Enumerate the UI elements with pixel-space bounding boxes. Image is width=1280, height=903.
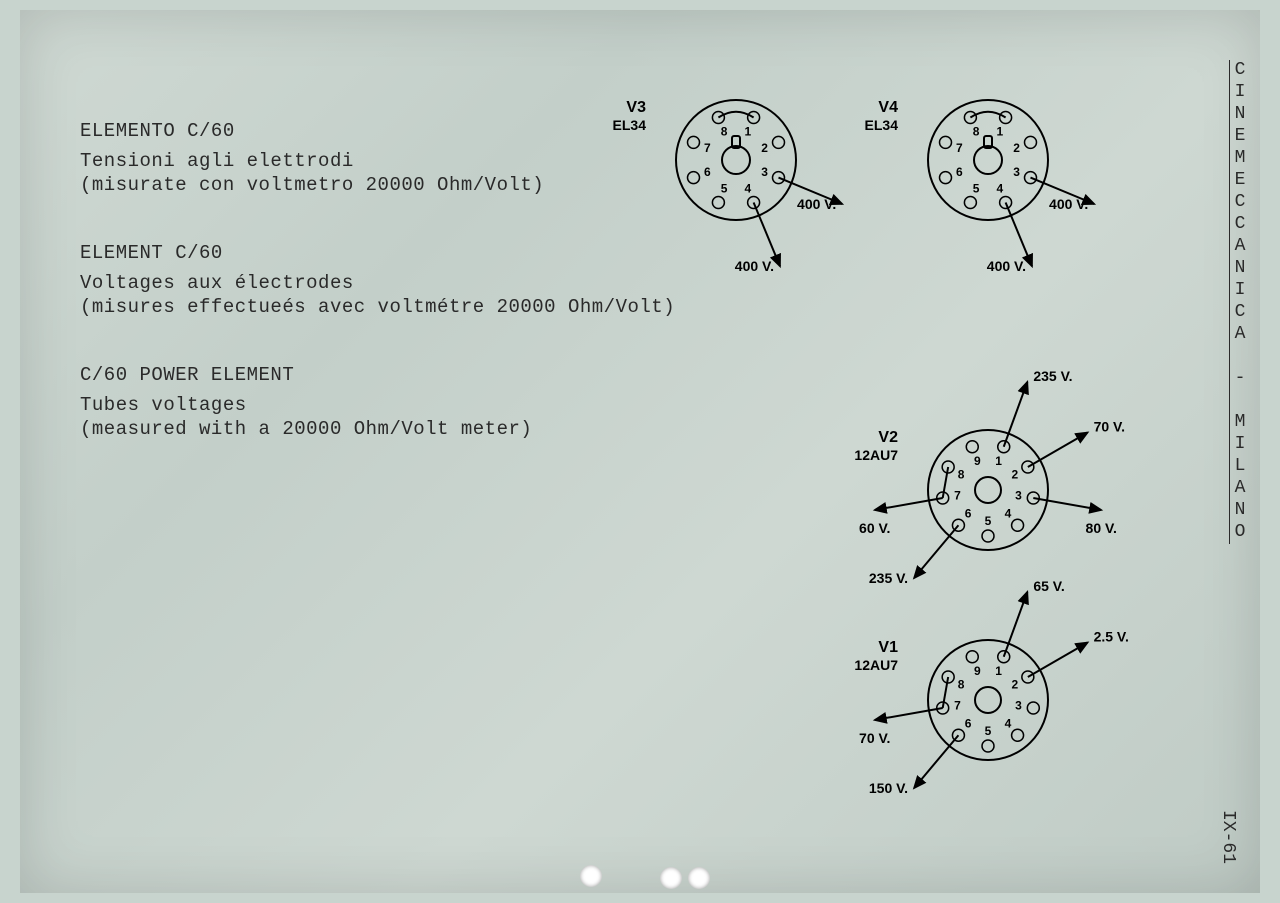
- svg-text:6: 6: [956, 165, 963, 179]
- svg-text:9: 9: [974, 454, 981, 468]
- svg-text:6: 6: [704, 165, 711, 179]
- svg-text:EL34: EL34: [613, 117, 647, 133]
- text-italian-line2: (misurate con voltmetro 20000 Ohm/Volt): [80, 174, 544, 196]
- svg-text:8: 8: [721, 124, 728, 138]
- svg-text:1: 1: [745, 124, 752, 138]
- svg-text:4: 4: [997, 182, 1004, 196]
- svg-text:2: 2: [1012, 468, 1019, 482]
- svg-text:80 V.: 80 V.: [1086, 520, 1117, 536]
- svg-text:1: 1: [997, 124, 1004, 138]
- svg-text:400 V.: 400 V.: [1049, 196, 1088, 212]
- svg-text:1: 1: [995, 664, 1002, 678]
- svg-text:5: 5: [985, 514, 992, 528]
- svg-text:4: 4: [745, 182, 752, 196]
- svg-text:3: 3: [761, 165, 768, 179]
- tube-diagram-v4: 12 34 56 78 V4EL34 400 V. 400 V.: [838, 40, 1258, 340]
- svg-text:EL34: EL34: [865, 117, 899, 133]
- svg-text:8: 8: [958, 468, 965, 482]
- svg-text:2: 2: [1013, 141, 1020, 155]
- heading-english: C/60 POWER ELEMENT: [80, 364, 294, 386]
- svg-text:6: 6: [965, 717, 972, 731]
- svg-text:7: 7: [954, 698, 961, 712]
- tube-diagram-v1: 12 34567 89 V112AU7 65 V. 2.5 V. 150 V. 70 V.: [838, 580, 1258, 880]
- svg-text:70 V.: 70 V.: [1094, 419, 1125, 435]
- svg-text:60 V.: 60 V.: [859, 520, 890, 536]
- svg-text:70 V.: 70 V.: [859, 730, 890, 746]
- document-page: CINEMECCANICA - MILANO IX-61 ELEMENTO C/…: [20, 10, 1260, 893]
- svg-text:V4: V4: [878, 99, 898, 116]
- svg-text:400 V.: 400 V.: [797, 196, 836, 212]
- svg-text:150 V.: 150 V.: [869, 780, 908, 796]
- svg-text:2.5 V.: 2.5 V.: [1094, 629, 1129, 645]
- svg-text:2: 2: [761, 141, 768, 155]
- svg-text:12AU7: 12AU7: [854, 657, 898, 673]
- text-italian-line1: Tensioni agli elettrodi: [80, 150, 354, 172]
- punch-hole: [660, 867, 682, 889]
- svg-text:3: 3: [1015, 698, 1022, 712]
- svg-text:235 V.: 235 V.: [1033, 368, 1072, 384]
- svg-text:4: 4: [1005, 717, 1012, 731]
- svg-text:9: 9: [974, 664, 981, 678]
- svg-text:7: 7: [704, 141, 711, 155]
- svg-text:8: 8: [958, 678, 965, 692]
- svg-text:400 V.: 400 V.: [987, 258, 1026, 274]
- svg-text:5: 5: [985, 724, 992, 738]
- text-french-line1: Voltages aux électrodes: [80, 272, 354, 294]
- svg-text:4: 4: [1005, 507, 1012, 521]
- svg-text:7: 7: [954, 488, 961, 502]
- svg-text:7: 7: [956, 141, 963, 155]
- svg-text:2: 2: [1012, 678, 1019, 692]
- text-english-line1: Tubes voltages: [80, 394, 247, 416]
- svg-text:12AU7: 12AU7: [854, 447, 898, 463]
- heading-italian: ELEMENTO C/60: [80, 120, 235, 142]
- punch-hole: [688, 867, 710, 889]
- punch-hole: [580, 865, 602, 887]
- svg-text:65 V.: 65 V.: [1033, 578, 1064, 594]
- svg-text:400 V.: 400 V.: [735, 258, 774, 274]
- svg-text:V3: V3: [626, 99, 646, 116]
- svg-text:6: 6: [965, 507, 972, 521]
- svg-text:V1: V1: [878, 639, 898, 656]
- svg-text:3: 3: [1013, 165, 1020, 179]
- svg-text:V2: V2: [878, 429, 898, 446]
- svg-text:8: 8: [973, 124, 980, 138]
- svg-text:5: 5: [973, 182, 980, 196]
- heading-french: ELEMENT C/60: [80, 242, 223, 264]
- svg-text:5: 5: [721, 182, 728, 196]
- svg-text:1: 1: [995, 454, 1002, 468]
- text-english-line2: (measured with a 20000 Ohm/Volt meter): [80, 418, 532, 440]
- svg-text:3: 3: [1015, 488, 1022, 502]
